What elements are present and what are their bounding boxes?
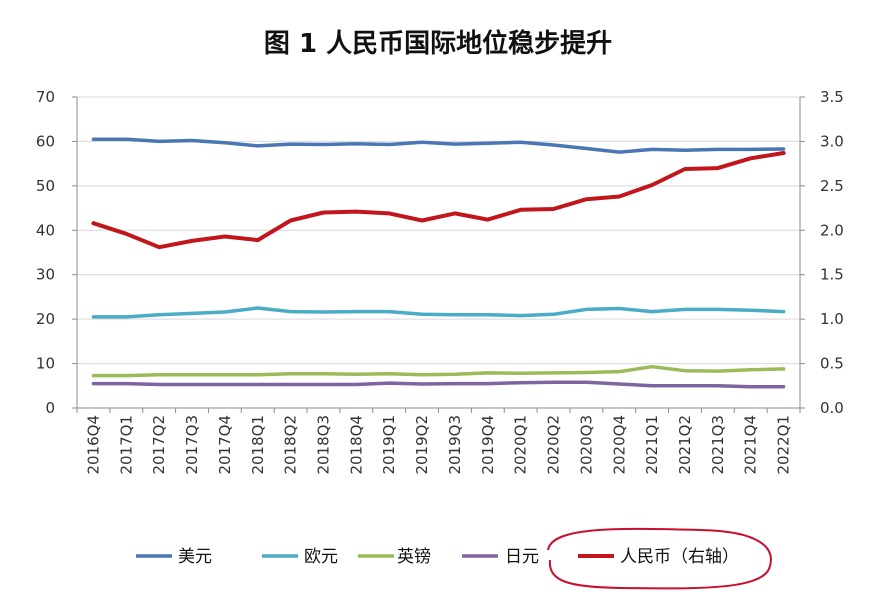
series-line-2	[91, 364, 786, 378]
right-tick-label: 1.0	[820, 310, 844, 328]
x-tick-label: 2022Q1	[775, 415, 793, 475]
x-tick-label: 2018Q2	[282, 415, 300, 475]
x-tick-label: 2019Q4	[479, 415, 497, 475]
right-tick-label: 3.5	[820, 88, 844, 106]
x-tick-label: 2019Q3	[446, 415, 464, 475]
x-tick-label: 2018Q4	[347, 415, 365, 475]
right-tick-label: 1.5	[820, 266, 844, 284]
legend: 美元 欧元 英镑 日元 人民币（右轴）	[136, 527, 772, 590]
x-tick-label: 2019Q2	[413, 415, 431, 475]
x-tick-label: 2018Q1	[249, 415, 267, 475]
chart-title: 图 1 人民币国际地位稳步提升	[264, 28, 612, 59]
right-tick-label: 2.0	[820, 221, 844, 239]
x-tick-label: 2017Q1	[117, 415, 135, 475]
right-tick-label: 3.0	[820, 132, 844, 150]
x-tick-label: 2020Q2	[545, 415, 563, 475]
legend-label: 欧元	[304, 547, 338, 567]
legend-highlight-circle	[547, 527, 772, 590]
left-tick-label: 40	[36, 221, 55, 239]
right-tick-label: 0.0	[820, 399, 844, 417]
left-axis: 0 10 20 30 40 50 60 70	[36, 88, 77, 417]
x-axis: 2016Q4 2017Q1 2017Q2 2017Q3 2017Q4 2018Q1 2018…	[76, 408, 801, 475]
series-line-0	[91, 137, 786, 154]
x-tick-label: 2020Q3	[577, 415, 595, 475]
series-line-1	[91, 306, 786, 319]
x-tick-label: 2021Q4	[742, 415, 760, 475]
x-tick-label: 2020Q1	[512, 415, 530, 475]
series-line-4	[91, 151, 786, 250]
right-axis: 0.0 0.5 1.0 1.5 2.0 2.5 3.0 3.5	[800, 88, 844, 417]
right-tick-label: 2.5	[820, 177, 844, 195]
right-tick-label: 0.5	[820, 355, 844, 373]
series-line-3	[91, 380, 786, 389]
x-tick-label: 2021Q3	[709, 415, 727, 475]
legend-label: 日元	[505, 547, 539, 567]
x-tick-label: 2021Q2	[676, 415, 694, 475]
left-tick-label: 0	[45, 399, 55, 417]
legend-label: 人民币（右轴）	[620, 547, 739, 567]
left-tick-label: 50	[36, 177, 55, 195]
x-tick-label: 2018Q3	[314, 415, 332, 475]
x-tick-label: 2021Q1	[643, 415, 661, 475]
legend-label: 美元	[178, 547, 212, 567]
left-tick-label: 70	[36, 88, 55, 106]
x-tick-label: 2017Q3	[183, 415, 201, 475]
legend-label: 英镑	[397, 547, 431, 567]
series-lines	[91, 137, 786, 389]
left-tick-label: 30	[36, 266, 55, 284]
x-tick-label: 2017Q4	[216, 415, 234, 475]
x-tick-label: 2016Q4	[84, 415, 102, 475]
left-tick-label: 10	[36, 355, 55, 373]
left-tick-label: 20	[36, 310, 55, 328]
x-tick-label: 2019Q1	[380, 415, 398, 475]
left-tick-label: 60	[36, 132, 55, 150]
x-tick-label: 2020Q4	[610, 415, 628, 475]
x-tick-label: 2017Q2	[150, 415, 168, 475]
